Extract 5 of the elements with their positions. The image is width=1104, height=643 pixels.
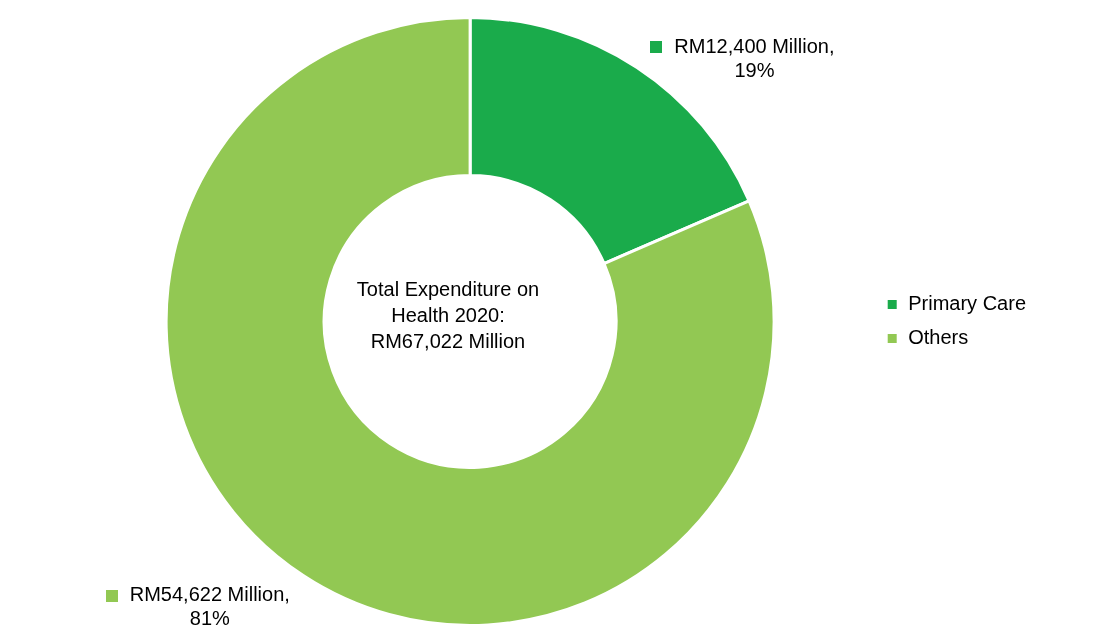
data-label: RM12,400 Million, 19% [674,34,835,81]
legend-label: Others [908,326,969,349]
text: Total Expenditure on Health 2020: RM67,022 Million [355,277,541,354]
legend-label: Primary Care [908,292,1026,315]
data-label: RM54,622 Million, 81% [129,583,290,630]
